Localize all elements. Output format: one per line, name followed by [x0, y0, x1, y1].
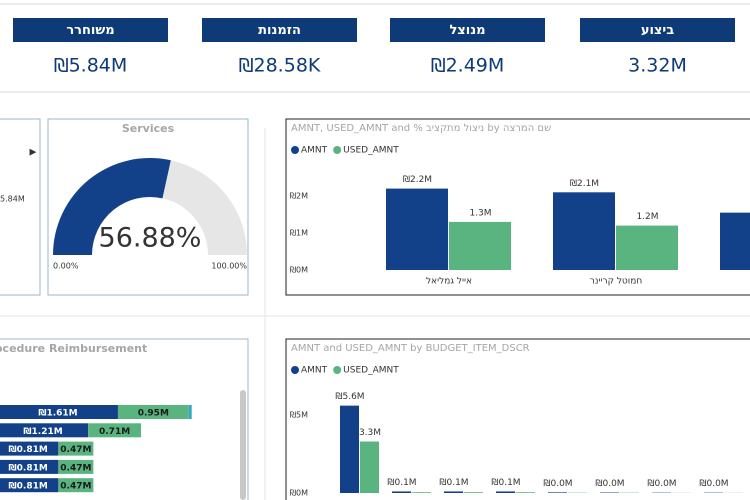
bar — [516, 492, 535, 493]
bar-segment — [58, 441, 94, 456]
kpi-header — [202, 18, 357, 42]
bar-segment — [58, 459, 94, 474]
data-label: ₪0.1M — [491, 478, 520, 488]
legend-marker — [333, 366, 342, 374]
data-label: ₪0.0M — [595, 479, 624, 489]
data-label: ₪0.1M — [439, 478, 468, 488]
y-tick-label: ₪2M — [290, 192, 308, 201]
chart-title: ocedure Reimbursement — [0, 342, 147, 355]
y-tick-label: ₪0M — [290, 489, 308, 498]
card-frame — [285, 338, 750, 500]
data-label: ₪0.0M — [647, 479, 676, 489]
legend-marker — [291, 366, 299, 374]
bar-segment — [58, 478, 94, 493]
data-label: ₪5.6M — [335, 392, 364, 402]
bar-segment — [0, 423, 89, 438]
kpi-value: ₪5.84M — [54, 55, 128, 77]
bar-segment — [0, 405, 118, 419]
kpi-title: משוחרר — [66, 23, 114, 38]
bar-segment — [188, 405, 192, 419]
card-value: 5.84M — [0, 195, 25, 204]
expand-arrow[interactable]: ▶ — [30, 148, 37, 158]
data-label: 0.47M — [60, 445, 91, 455]
scrollbar[interactable] — [240, 390, 246, 500]
legend-label: USED_AMNT — [343, 366, 399, 376]
bar — [444, 491, 463, 493]
bar-segment — [0, 459, 59, 474]
y-tick-label: ₪5M — [290, 411, 308, 420]
gauge-min: 0.00% — [53, 262, 79, 271]
kpi-value: ₪28.58K — [239, 55, 321, 77]
bar — [386, 188, 448, 270]
data-label: ₪0.81M — [9, 445, 48, 455]
data-label: ₪2.1M — [570, 179, 599, 189]
kpi-title: ביצוע — [641, 23, 674, 38]
data-label: ₪1.61M — [38, 409, 77, 419]
bar-segment — [88, 423, 142, 438]
data-label: 1.3M — [469, 208, 491, 218]
chart-title: AMNT and USED_AMNT by BUDGET_ITEM_DSCR — [291, 343, 530, 354]
y-tick-label: ₪0M — [290, 266, 308, 275]
data-label: ₪0.81M — [9, 463, 48, 473]
bar — [412, 492, 431, 493]
gauge-fill — [53, 158, 171, 255]
bar — [553, 192, 615, 270]
kpi-header — [580, 18, 735, 42]
y-tick-label: ₪1M — [290, 229, 308, 238]
legend-label: USED_AMNT — [343, 146, 399, 156]
data-label: ₪0.1M — [387, 478, 416, 488]
legend-label: AMNT — [301, 146, 328, 156]
card-frame — [0, 118, 41, 296]
gauge-value: 56.88% — [99, 223, 202, 254]
kpi-title: מנוצל — [449, 23, 485, 38]
bar-segment — [117, 405, 189, 419]
legend-marker — [333, 146, 342, 154]
bar — [392, 491, 411, 493]
data-label: 1.2M — [636, 212, 658, 222]
card-frame — [285, 118, 750, 296]
x-tick-label: חמוטל קריינר — [590, 277, 643, 287]
gauge-max: 100.00% — [211, 262, 247, 271]
data-label: ₪0.81M — [9, 482, 48, 492]
data-label: ₪0.0M — [699, 479, 728, 489]
data-label: 0.95M — [138, 409, 169, 419]
data-label: 0.47M — [60, 482, 91, 492]
bar — [720, 212, 750, 270]
kpi-title: הזמנות — [258, 23, 301, 38]
chart-title: AMNT, USED_AMNT and % ניצול מתקציב by שם… — [291, 123, 551, 134]
card-frame — [47, 118, 249, 296]
data-label: ₪0.0M — [543, 479, 572, 489]
kpi-header — [390, 18, 545, 42]
bar-segment — [0, 478, 59, 493]
bar — [360, 441, 379, 493]
bar — [496, 491, 515, 493]
kpi-value: ₪2.49M — [431, 55, 505, 77]
kpi-header — [13, 18, 168, 42]
data-label: 0.47M — [60, 463, 91, 473]
data-label: ₪1.21M — [23, 427, 62, 437]
bar — [548, 492, 567, 493]
legend-marker — [291, 146, 299, 154]
card-frame — [0, 338, 249, 500]
chart-title: Services — [122, 122, 175, 135]
bar — [464, 492, 483, 493]
bar — [449, 221, 511, 270]
bar — [340, 405, 359, 493]
legend-label: AMNT — [301, 366, 328, 376]
data-label: 0.71M — [99, 427, 130, 437]
data-label: ₪2.2M — [403, 175, 432, 185]
data-label: 3.3M — [359, 428, 381, 438]
kpi-value: 3.32M — [628, 55, 687, 77]
x-tick-label: אייל גמליאל — [426, 277, 472, 287]
bar — [616, 225, 678, 270]
bar-segment — [0, 441, 59, 456]
